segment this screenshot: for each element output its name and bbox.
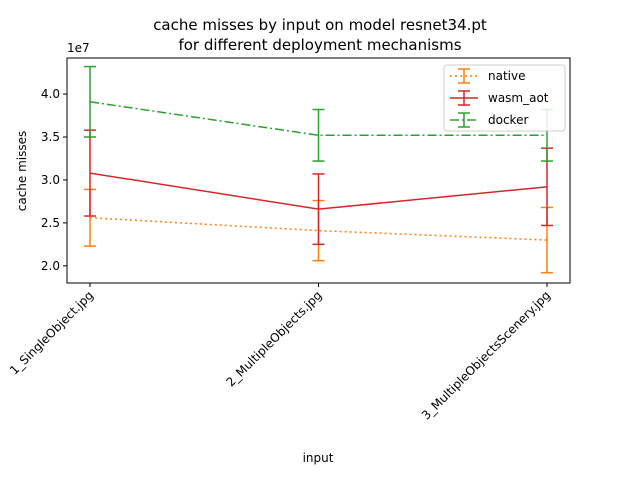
y-tick-label: 3.0 — [41, 173, 60, 187]
x-tick-label: 3_MultipleObjectsScenery.jpg — [419, 288, 553, 422]
x-axis-label: input — [303, 451, 334, 465]
y-tick-label: 2.5 — [41, 216, 60, 230]
legend-entry: docker — [450, 112, 528, 128]
x-tick-label: 1_SingleObject.jpg — [7, 288, 96, 377]
legend-label: docker — [488, 113, 528, 127]
series-docker — [84, 65, 553, 162]
y-tick-label: 2.0 — [41, 259, 60, 273]
legend-entry: wasm_aot — [450, 90, 549, 106]
series-line — [89, 216, 548, 241]
series-layer — [84, 65, 553, 274]
series-line — [89, 172, 548, 210]
legend-box — [443, 64, 566, 132]
y-axis-offset-label: 1e7 — [67, 41, 90, 55]
y-tick-label: 3.5 — [41, 130, 60, 144]
legend-entry: native — [450, 68, 525, 84]
y-tick-label: 4.0 — [41, 87, 60, 101]
series-line — [89, 101, 547, 137]
y-axis-label: cache misses — [15, 131, 29, 212]
chart-title: cache misses by input on model resnet34.… — [153, 16, 487, 34]
legend-label: native — [488, 69, 525, 83]
x-tick-label: 2_MultipleObjects.jpg — [223, 288, 324, 389]
chart-subtitle: for different deployment mechanisms — [178, 36, 461, 54]
legend-label: wasm_aot — [488, 91, 549, 105]
